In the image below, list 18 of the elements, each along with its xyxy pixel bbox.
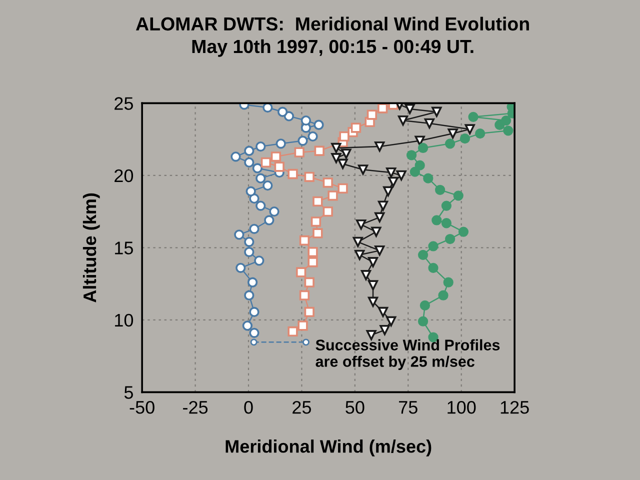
y-axis-title: Altitude (km) <box>82 193 100 302</box>
x-tick-label: 125 <box>500 400 529 414</box>
x-tick-label: 100 <box>448 400 476 414</box>
y-tick-label: 15 <box>115 242 133 254</box>
x-tick-label: 25 <box>292 400 311 414</box>
x-tick-label: 75 <box>399 401 418 414</box>
chart-subtitle: May 10th 1997, 00:15 - 00:49 UT. <box>192 39 474 57</box>
chart-title: ALOMAR DWTS: Meridional Wind Evolution <box>136 16 529 31</box>
x-axis-title: Meridional Wind (m/sec) <box>226 440 432 456</box>
y-tick-label: 25 <box>114 97 133 110</box>
y-tick-label: 20 <box>114 169 134 182</box>
x-tick-label: 0 <box>244 400 253 414</box>
y-tick-label: 5 <box>124 386 133 399</box>
x-tick-label: -50 <box>130 400 154 414</box>
y-tick-label: 10 <box>115 314 134 327</box>
x-tick-label: 50 <box>346 400 364 414</box>
annotation: Successive Wind Profiles are offset by 25 m/sec <box>316 339 500 370</box>
x-tick-label: -25 <box>183 400 208 414</box>
